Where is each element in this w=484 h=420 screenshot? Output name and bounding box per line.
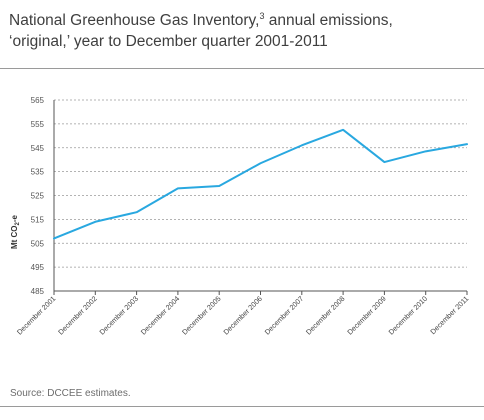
title-line1: National Greenhouse Gas Inventory,: [9, 12, 260, 30]
title-line1-end: annual emissions,: [264, 12, 393, 30]
series-layer: [53, 128, 468, 240]
x-tick-label: December 2002: [56, 294, 99, 337]
top-divider: [0, 68, 484, 69]
x-tick-label: December 2004: [139, 294, 182, 337]
title-line2: ‘original,’ year to December quarter 200…: [9, 33, 328, 51]
x-tick-label: December 2008: [304, 294, 347, 337]
x-tick-label: December 2005: [180, 294, 223, 337]
x-tick-label: December 2007: [263, 294, 306, 337]
y-tick-label: 535: [31, 168, 45, 177]
y-tick-label: 555: [31, 120, 45, 129]
y-tick-label: 485: [31, 287, 45, 296]
gridlines: [54, 99, 467, 268]
x-tick-label: December 2010: [387, 294, 430, 337]
y-tick-label: 525: [31, 192, 45, 201]
x-tick-label: December 2011: [428, 294, 470, 336]
series-line: [53, 128, 468, 240]
x-tick-label: December 2001: [15, 294, 58, 337]
source-note: Source: DCCEE estimates.: [10, 388, 131, 399]
x-tick-label: December 2006: [221, 294, 264, 337]
bottom-divider: [0, 406, 484, 407]
x-tick-label: December 2009: [345, 294, 388, 337]
y-tick-label: 545: [31, 144, 45, 153]
y-tick-label: 505: [31, 239, 45, 248]
y-tick-label: 495: [31, 263, 45, 272]
y-axis-label: Mt CO2-e: [10, 214, 21, 249]
y-tick-label: 565: [31, 96, 45, 105]
y-tick-label: 515: [31, 215, 45, 224]
axes: 485 495 505 515 525 535 545 555 565 December 2001…: [15, 96, 471, 337]
title-footnote: 3: [259, 11, 265, 21]
chart-title: National Greenhouse Gas Inventory,3 annu…: [9, 6, 479, 52]
x-tick-label: December 2003: [97, 294, 140, 337]
